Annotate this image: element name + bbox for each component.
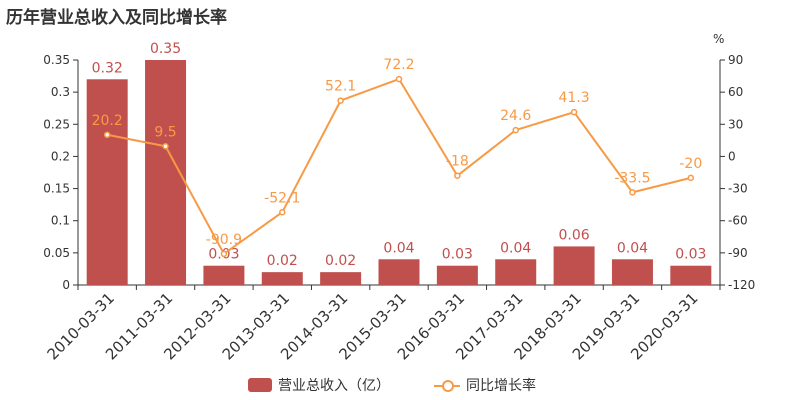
revenue-bar xyxy=(436,265,478,285)
left-tick-label: 0.35 xyxy=(43,53,70,67)
growth-point xyxy=(512,126,519,134)
revenue-bar xyxy=(553,246,595,285)
growth-data-label: -90.9 xyxy=(206,232,242,248)
growth-data-label: -33.5 xyxy=(614,170,650,186)
revenue-data-label: 0.02 xyxy=(267,253,298,269)
growth-data-label: 72.2 xyxy=(383,57,414,73)
growth-point xyxy=(337,97,344,104)
left-tick-label: 0.1 xyxy=(51,214,70,228)
legend-bar-swatch xyxy=(248,378,272,392)
legend-item-revenue[interactable]: 营业总收入（亿） xyxy=(248,374,390,396)
left-tick-label: 0.15 xyxy=(43,182,70,196)
legend-line-swatch xyxy=(434,378,460,392)
revenue-bar xyxy=(86,79,128,286)
legend-label-revenue: 营业总收入（亿） xyxy=(278,378,390,394)
legend-label-growth: 同比增长率 xyxy=(466,378,536,394)
right-tick-label: -30 xyxy=(728,182,748,196)
growth-data-label: 41.3 xyxy=(559,90,590,106)
revenue-bar xyxy=(611,259,653,285)
growth-data-label: 52.1 xyxy=(325,79,356,95)
right-axis-unit: % xyxy=(713,32,724,46)
growth-point xyxy=(570,108,578,116)
legend-item-growth[interactable]: 同比增长率 xyxy=(434,374,536,396)
legend: 营业总收入（亿） 同比增长率 xyxy=(0,374,800,396)
left-tick-label: 0.25 xyxy=(43,117,70,131)
revenue-data-label: 0.06 xyxy=(559,227,590,243)
left-tick-label: 0 xyxy=(62,278,70,292)
chart-title: 历年营业总收入及同比增长率 xyxy=(6,8,227,28)
left-tick-label: 0.05 xyxy=(43,246,70,260)
revenue-data-label: 0.32 xyxy=(92,60,123,76)
left-tick-label: 0.3 xyxy=(51,85,70,99)
revenue-bar xyxy=(261,272,303,285)
right-tick-label: -120 xyxy=(728,278,755,292)
revenue-data-label: 0.03 xyxy=(675,247,706,263)
growth-data-label: -20 xyxy=(679,156,702,172)
revenue-data-label: 0.03 xyxy=(442,247,473,263)
growth-point xyxy=(687,174,695,182)
right-tick-label: -60 xyxy=(728,214,748,228)
growth-line xyxy=(106,77,692,256)
right-tick-label: -90 xyxy=(728,246,748,260)
revenue-data-label: 0.04 xyxy=(383,240,414,256)
growth-point xyxy=(220,250,228,258)
revenue-bar xyxy=(670,265,712,285)
revenue-bar xyxy=(495,259,537,285)
growth-point xyxy=(279,209,286,216)
revenue-bar xyxy=(320,272,362,285)
revenue-data-label: 0.04 xyxy=(617,240,648,256)
right-tick-label: 60 xyxy=(728,85,743,99)
right-tick-label: 90 xyxy=(728,53,743,67)
revenue-bar xyxy=(378,259,420,285)
growth-data-label: 20.2 xyxy=(92,113,123,129)
revenue-bar xyxy=(203,265,245,285)
right-tick-label: 0 xyxy=(728,149,736,163)
revenue-data-label: 0.35 xyxy=(150,41,181,57)
growth-point xyxy=(629,189,636,196)
growth-data-label: 9.5 xyxy=(154,124,176,140)
growth-point xyxy=(162,143,169,150)
growth-point xyxy=(454,172,461,179)
right-tick-label: 30 xyxy=(728,117,743,131)
revenue-data-label: 0.02 xyxy=(325,253,356,269)
growth-point xyxy=(395,75,403,83)
left-tick-label: 0.2 xyxy=(51,149,70,163)
revenue-data-label: 0.04 xyxy=(500,240,531,256)
growth-data-label: 24.6 xyxy=(500,108,531,124)
growth-point xyxy=(103,131,111,139)
growth-data-label: -18 xyxy=(446,154,469,170)
growth-data-label: -52.1 xyxy=(264,190,300,206)
